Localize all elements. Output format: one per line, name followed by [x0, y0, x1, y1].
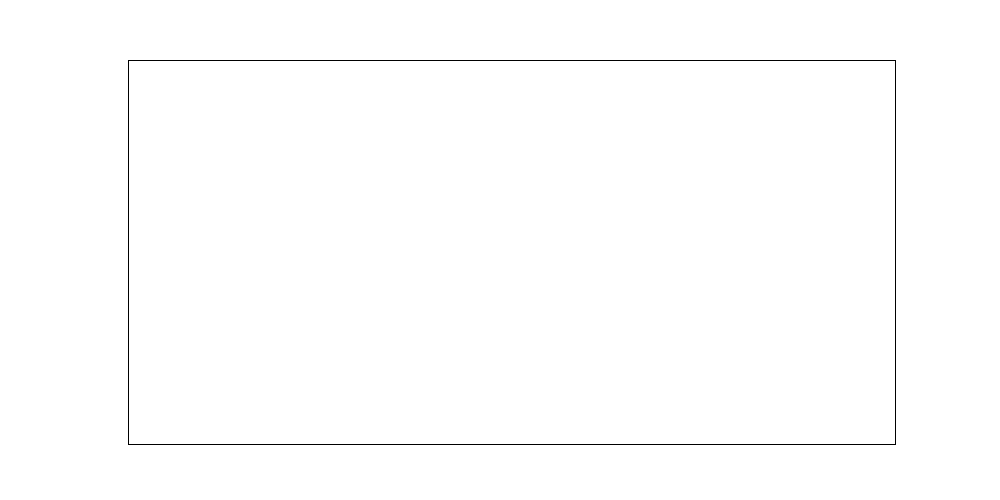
word-cloud	[129, 61, 896, 445]
word-cloud-frame	[128, 60, 896, 445]
